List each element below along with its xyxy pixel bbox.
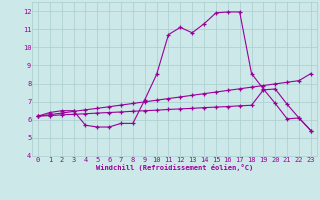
X-axis label: Windchill (Refroidissement éolien,°C): Windchill (Refroidissement éolien,°C)	[96, 164, 253, 171]
